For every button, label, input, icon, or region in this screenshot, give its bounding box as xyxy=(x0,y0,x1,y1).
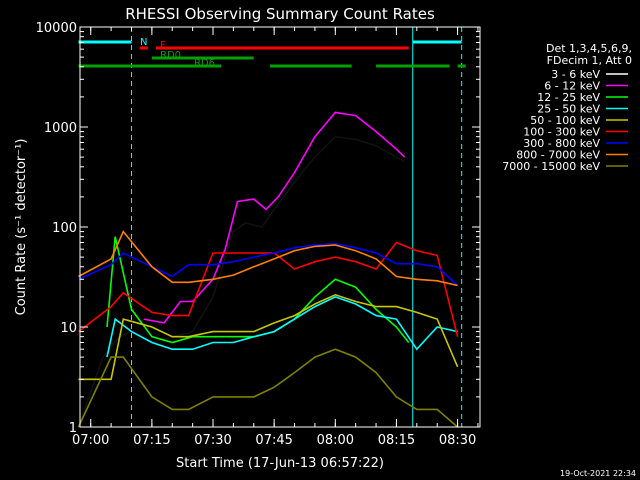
legend-label-5: 100 - 300 keV xyxy=(523,126,600,139)
flag-label-rd6: RD6 xyxy=(194,58,215,69)
legend-label-2: 12 - 25 keV xyxy=(537,91,600,104)
footer-date: 19-Oct-2021 22:34 xyxy=(560,469,636,478)
series-line-4 xyxy=(78,293,459,381)
y-axis-label: Count Rate (s⁻¹ detector⁻¹) xyxy=(14,139,29,316)
flag-label-n: N xyxy=(140,37,147,48)
x-tick-label-2: 07:30 xyxy=(194,433,231,448)
series-line-3 xyxy=(106,296,458,358)
x-tick-label-6: 08:30 xyxy=(439,433,476,448)
x-axis-label: Start Time (17-Jun-13 06:57:22) xyxy=(176,456,384,471)
y-tick-label-3: 1000 xyxy=(44,121,77,136)
x-tick-label-3: 07:45 xyxy=(255,433,292,448)
legend-label-7: 800 - 7000 keV xyxy=(516,149,600,162)
x-tick-label-4: 08:00 xyxy=(317,433,354,448)
legend-title-line-0: Det 1,3,4,5,6,9, xyxy=(546,42,632,55)
flag-label-f: F xyxy=(160,40,166,51)
chart-title: RHESSI Observing Summary Count Rates xyxy=(125,5,435,23)
series-line-1 xyxy=(143,111,406,324)
axis-ticks: 07:00 07:15 07:30 07:45 08:00 08:15 08:30 1 10 10… xyxy=(36,21,480,448)
legend-title-line-1: FDecim 1, Att 0 xyxy=(547,54,632,67)
y-tick-label-4: 10000 xyxy=(36,21,77,36)
legend-label-0: 3 - 6 keV xyxy=(551,68,600,81)
y-tick-label-2: 100 xyxy=(52,221,77,236)
legend-label-8: 7000 - 15000 keV xyxy=(502,160,600,173)
y-tick-label-0: 1 xyxy=(69,421,77,436)
x-tick-label-5: 08:15 xyxy=(378,433,415,448)
x-tick-label-0: 07:00 xyxy=(72,433,109,448)
legend-label-3: 25 - 50 keV xyxy=(537,103,600,116)
x-tick-label-1: 07:15 xyxy=(133,433,170,448)
series-line-8 xyxy=(77,348,459,428)
legend-label-6: 300 - 800 keV xyxy=(523,137,600,150)
legend: Det 1,3,4,5,6,9,FDecim 1, Att 03 - 6 keV… xyxy=(502,42,632,173)
flag-label-rd0: RD0 xyxy=(160,50,181,61)
y-tick-label-1: 10 xyxy=(60,321,77,336)
series-line-7 xyxy=(78,230,458,287)
legend-label-4: 50 - 100 keV xyxy=(530,114,600,127)
legend-label-1: 6 - 12 keV xyxy=(544,80,600,93)
